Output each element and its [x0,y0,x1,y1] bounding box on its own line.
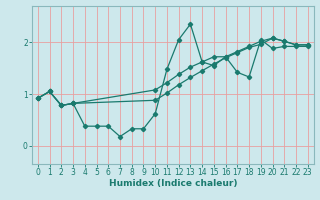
X-axis label: Humidex (Indice chaleur): Humidex (Indice chaleur) [108,179,237,188]
